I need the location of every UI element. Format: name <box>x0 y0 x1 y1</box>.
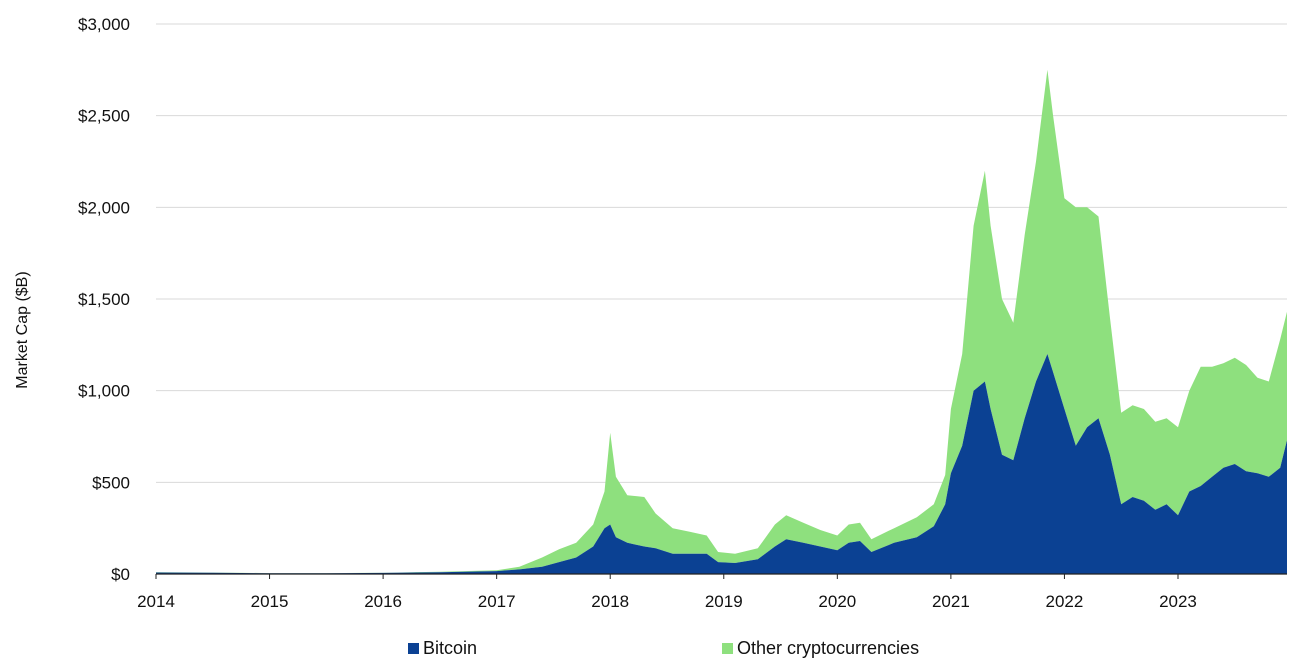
y-tick-label: $2,500 <box>78 107 130 126</box>
y-tick-label: $1,500 <box>78 290 130 309</box>
x-tick-label: 2023 <box>1159 592 1197 611</box>
legend-item-bitcoin: Bitcoin <box>408 638 477 659</box>
y-axis-label: Market Cap ($B) <box>14 271 31 388</box>
x-tick-label: 2019 <box>705 592 743 611</box>
x-tick-label: 2020 <box>818 592 856 611</box>
legend-swatch-bitcoin <box>408 643 419 654</box>
y-tick-label: $1,000 <box>78 382 130 401</box>
legend: Bitcoin Other cryptocurrencies <box>0 638 1289 660</box>
x-tick-label: 2022 <box>1046 592 1084 611</box>
x-tick-label: 2017 <box>478 592 516 611</box>
y-axis-ticks: $0 $500 $1,000 $1,500 $2,000 $2,500 $3,000 <box>78 15 130 584</box>
legend-item-other-cryptocurrencies: Other cryptocurrencies <box>722 638 919 659</box>
series-area-other-cryptocurrencies <box>156 69 1287 574</box>
y-tick-label: $2,000 <box>78 198 130 217</box>
stacked-areas <box>156 69 1287 574</box>
y-tick-label: $0 <box>111 565 130 584</box>
x-tick-label: 2021 <box>932 592 970 611</box>
legend-swatch-other <box>722 643 733 654</box>
x-tick-label: 2018 <box>591 592 629 611</box>
x-axis-ticks: 2014 2015 2016 2017 2018 2019 2020 2021 2022 2023 <box>137 574 1197 611</box>
x-tick-label: 2014 <box>137 592 175 611</box>
y-tick-label: $500 <box>92 473 130 492</box>
legend-label-bitcoin: Bitcoin <box>423 638 478 658</box>
series-area-bitcoin <box>156 354 1287 574</box>
y-tick-label: $3,000 <box>78 15 130 34</box>
x-tick-label: 2015 <box>251 592 289 611</box>
x-tick-label: 2016 <box>364 592 402 611</box>
legend-label-other: Other cryptocurrencies <box>737 638 920 658</box>
